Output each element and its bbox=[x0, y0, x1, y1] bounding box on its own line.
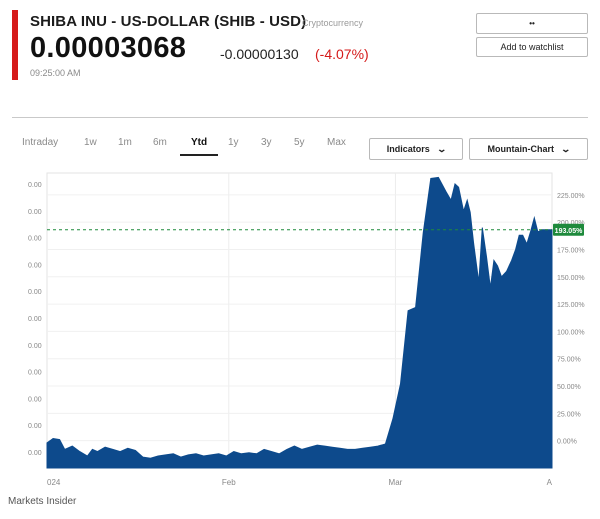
tab-3y[interactable]: 3y bbox=[261, 137, 272, 148]
y-right-tick-label: 200.00% bbox=[557, 220, 585, 227]
x-tick-label: Mar bbox=[389, 478, 403, 487]
y-right-tick-label: 125.00% bbox=[557, 302, 585, 309]
y-right-tick-label: 225.00% bbox=[557, 193, 585, 200]
current-value-marker bbox=[553, 223, 584, 236]
add-to-watchlist-button[interactable]: Add to watchlist bbox=[476, 37, 588, 57]
current-value-label: 193.05% bbox=[555, 228, 583, 235]
x-tick-label: A bbox=[547, 478, 553, 487]
instrument-title: SHIBA INU - US-DOLLAR (SHIB - USD) bbox=[30, 13, 307, 30]
tab-6m[interactable]: 6m bbox=[153, 137, 167, 148]
quote-time: 09:25:00 AM bbox=[30, 68, 81, 78]
price-change-percent: (-4.07%) bbox=[315, 46, 369, 62]
y-right-tick-label: 175.00% bbox=[557, 247, 585, 254]
y-right-tick-label: 75.00% bbox=[557, 357, 581, 364]
tab-5y[interactable]: 5y bbox=[294, 137, 305, 148]
y-left-tick-label: 0.00 bbox=[28, 423, 42, 430]
y-right-tick-label: 100.00% bbox=[557, 329, 585, 336]
more-options-button[interactable]: •• bbox=[476, 13, 588, 34]
x-tick-label: 024 bbox=[47, 478, 61, 487]
chevron-down-icon: ⌄ bbox=[560, 143, 572, 154]
y-left-tick-label: 0.00 bbox=[28, 262, 42, 269]
indicators-dropdown[interactable]: Indicators ⌄ bbox=[369, 138, 463, 160]
y-left-tick-label: 0.00 bbox=[28, 316, 42, 323]
chart-type-dropdown[interactable]: Mountain-Chart ⌄ bbox=[469, 138, 588, 160]
y-left-tick-label: 0.00 bbox=[28, 370, 42, 377]
price-change: -0.00000130 bbox=[220, 46, 299, 62]
y-left-tick-label: 0.00 bbox=[28, 236, 42, 243]
current-price: 0.00003068 bbox=[30, 32, 187, 64]
chart-type-label: Mountain-Chart bbox=[487, 144, 554, 154]
divider bbox=[12, 117, 588, 118]
source-credit: Markets Insider bbox=[8, 496, 77, 507]
y-right-tick-label: 0.00% bbox=[557, 439, 577, 446]
indicators-label: Indicators bbox=[386, 144, 430, 154]
chevron-down-icon: ⌄ bbox=[436, 143, 447, 154]
y-left-tick-label: 0.00 bbox=[28, 396, 42, 403]
tab-ytd[interactable]: Ytd bbox=[180, 137, 219, 156]
y-left-tick-label: 0.00 bbox=[28, 209, 42, 216]
tab-intraday[interactable]: Intraday bbox=[22, 137, 59, 148]
tab-1y[interactable]: 1y bbox=[228, 137, 239, 148]
y-right-tick-label: 150.00% bbox=[557, 275, 585, 282]
price-chart[interactable]: 225.00% 200.00% 175.00% 150.00% 125.00% 100.0… bbox=[0, 165, 600, 495]
tab-1m[interactable]: 1m bbox=[118, 137, 132, 148]
tab-1w[interactable]: 1w bbox=[84, 137, 97, 148]
price-accent-bar bbox=[12, 10, 18, 80]
y-left-tick-label: 0.00 bbox=[28, 450, 42, 457]
x-tick-label: Feb bbox=[222, 478, 236, 487]
instrument-category: Cryptocurrency bbox=[302, 18, 364, 28]
y-right-tick-label: 50.00% bbox=[557, 384, 581, 391]
area-series bbox=[46, 176, 553, 469]
tab-max[interactable]: Max bbox=[327, 137, 346, 148]
y-left-tick-label: 0.00 bbox=[28, 343, 42, 350]
y-left-tick-label: 0.00 bbox=[28, 289, 42, 296]
y-left-tick-label: 0.00 bbox=[28, 182, 42, 189]
y-right-tick-label: 25.00% bbox=[557, 411, 581, 418]
